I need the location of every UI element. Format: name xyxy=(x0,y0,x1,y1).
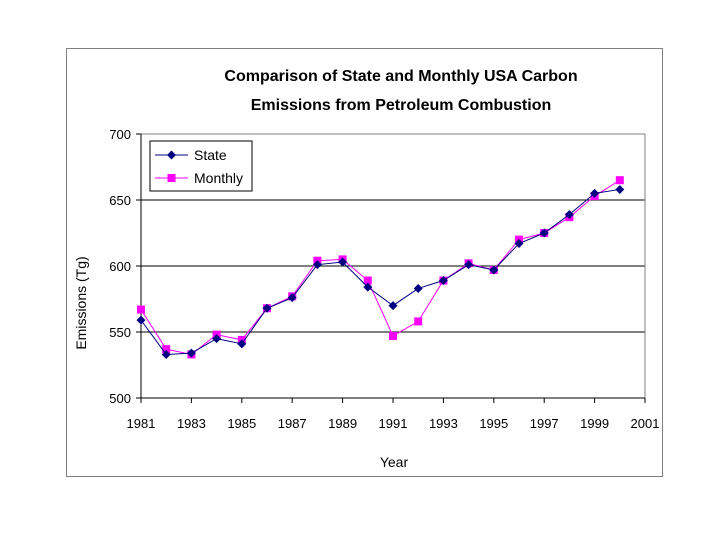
legend-box xyxy=(149,140,253,192)
data-point-state xyxy=(312,260,322,270)
data-point-monthly xyxy=(615,176,624,185)
y-tick-label: 550 xyxy=(109,325,131,340)
series-line-monthly xyxy=(140,179,621,355)
data-point-state xyxy=(539,228,549,238)
data-point-monthly xyxy=(414,317,423,326)
series-monthly xyxy=(137,176,624,359)
x-tick-label: 1981 xyxy=(127,416,156,431)
y-tick-label: 500 xyxy=(109,391,131,406)
x-tick-label: 1995 xyxy=(479,416,508,431)
chart-title-line-2: Emissions from Petroleum Combustion xyxy=(251,97,551,114)
x-tick-label: 2001 xyxy=(631,416,660,431)
legend: State Monthly xyxy=(149,140,253,192)
chart-title-line-1: Comparison of State and Monthly USA Carb… xyxy=(224,68,577,85)
data-point-state xyxy=(615,184,625,194)
x-axis-label: Year xyxy=(380,454,409,470)
data-point-state xyxy=(287,293,297,303)
series-state xyxy=(136,184,625,359)
y-tick-label: 650 xyxy=(109,193,131,208)
line-chart: Comparison of State and Monthly USA Carb… xyxy=(73,68,659,470)
x-tick-label: 1987 xyxy=(278,416,307,431)
y-tick-label: 600 xyxy=(109,259,131,274)
x-tick-label: 1983 xyxy=(177,416,206,431)
axes: 500 550 600 650 700 1981 1983 1985 1987 1989 1991 1… xyxy=(109,127,659,431)
data-point-state xyxy=(262,303,272,313)
y-axis-label: Emissions (Tg) xyxy=(73,256,89,349)
data-point-state xyxy=(514,239,524,249)
data-point-state xyxy=(413,283,423,293)
data-point-monthly xyxy=(363,276,372,285)
data-point-state xyxy=(186,348,196,358)
data-point-state xyxy=(136,315,146,325)
data-point-state xyxy=(590,188,600,198)
data-point-state xyxy=(388,301,398,311)
data-point-state xyxy=(464,260,474,270)
x-tick-label: 1991 xyxy=(379,416,408,431)
x-tick-label: 1993 xyxy=(429,416,458,431)
data-point-state xyxy=(237,339,247,349)
data-point-state xyxy=(564,210,574,220)
x-tick-label: 1999 xyxy=(580,416,609,431)
x-tick-label: 1985 xyxy=(227,416,256,431)
legend-label-monthly: Monthly xyxy=(194,170,243,186)
chart-frame: Comparison of State and Monthly USA Carb… xyxy=(66,48,663,477)
data-point-state xyxy=(438,276,448,286)
data-point-state xyxy=(161,349,171,359)
data-point-state xyxy=(363,282,373,292)
legend-label-state: State xyxy=(194,147,227,163)
legend-marker-monthly xyxy=(167,174,176,182)
legend-marker-state xyxy=(167,150,176,160)
series-group xyxy=(136,176,625,359)
x-tick-label: 1989 xyxy=(328,416,357,431)
series-line-state xyxy=(140,188,620,355)
data-point-monthly xyxy=(389,331,397,340)
x-tick-label: 1997 xyxy=(530,416,559,431)
data-point-state xyxy=(212,334,222,344)
data-point-state xyxy=(489,265,499,275)
data-point-state xyxy=(338,257,348,267)
data-point-monthly xyxy=(137,305,145,314)
data-point-monthly xyxy=(162,345,171,354)
y-tick-label: 700 xyxy=(109,127,131,142)
